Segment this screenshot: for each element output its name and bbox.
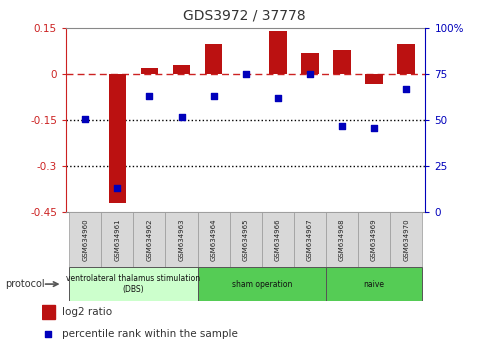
Text: GSM634967: GSM634967 bbox=[306, 218, 312, 261]
Point bbox=[44, 331, 52, 337]
Point bbox=[177, 114, 185, 120]
Bar bbox=[397, 44, 414, 74]
Bar bbox=[332, 50, 350, 74]
Point bbox=[273, 96, 281, 101]
FancyBboxPatch shape bbox=[69, 212, 101, 267]
Bar bbox=[41, 306, 55, 319]
FancyBboxPatch shape bbox=[389, 212, 421, 267]
FancyBboxPatch shape bbox=[325, 212, 357, 267]
FancyBboxPatch shape bbox=[229, 212, 261, 267]
Text: GSM634960: GSM634960 bbox=[82, 218, 88, 261]
Text: naive: naive bbox=[363, 280, 384, 289]
Text: GSM634968: GSM634968 bbox=[338, 218, 345, 261]
Bar bbox=[141, 68, 158, 74]
Text: sham operation: sham operation bbox=[231, 280, 291, 289]
FancyBboxPatch shape bbox=[197, 212, 229, 267]
Text: GSM634963: GSM634963 bbox=[178, 218, 184, 261]
Point bbox=[305, 72, 313, 77]
Bar bbox=[204, 44, 222, 74]
Text: GSM634962: GSM634962 bbox=[146, 218, 152, 261]
Text: ventrolateral thalamus stimulation
(DBS): ventrolateral thalamus stimulation (DBS) bbox=[66, 274, 200, 294]
Point bbox=[402, 86, 409, 92]
FancyBboxPatch shape bbox=[357, 212, 389, 267]
FancyBboxPatch shape bbox=[325, 267, 421, 301]
Text: GSM634964: GSM634964 bbox=[210, 218, 216, 261]
FancyBboxPatch shape bbox=[69, 267, 197, 301]
Bar bbox=[365, 74, 382, 84]
Point bbox=[241, 72, 249, 77]
FancyBboxPatch shape bbox=[101, 212, 133, 267]
Bar bbox=[268, 32, 286, 74]
Text: GDS3972 / 37778: GDS3972 / 37778 bbox=[183, 9, 305, 23]
Point bbox=[81, 116, 89, 121]
Point bbox=[369, 125, 377, 131]
Bar bbox=[108, 74, 126, 203]
Point bbox=[209, 93, 217, 99]
FancyBboxPatch shape bbox=[197, 267, 325, 301]
Text: log2 ratio: log2 ratio bbox=[62, 307, 112, 318]
FancyBboxPatch shape bbox=[133, 212, 165, 267]
Text: percentile rank within the sample: percentile rank within the sample bbox=[62, 329, 238, 339]
Point bbox=[337, 123, 345, 129]
Text: GSM634965: GSM634965 bbox=[242, 218, 248, 261]
Text: GSM634969: GSM634969 bbox=[370, 218, 376, 261]
Point bbox=[145, 93, 153, 99]
Bar bbox=[172, 65, 190, 74]
FancyBboxPatch shape bbox=[261, 212, 293, 267]
FancyBboxPatch shape bbox=[293, 212, 325, 267]
Text: protocol: protocol bbox=[5, 279, 44, 289]
Point bbox=[113, 185, 121, 191]
Bar bbox=[301, 53, 318, 74]
FancyBboxPatch shape bbox=[165, 212, 197, 267]
Text: GSM634961: GSM634961 bbox=[114, 218, 120, 261]
Text: GSM634970: GSM634970 bbox=[402, 218, 408, 261]
Text: GSM634966: GSM634966 bbox=[274, 218, 280, 261]
